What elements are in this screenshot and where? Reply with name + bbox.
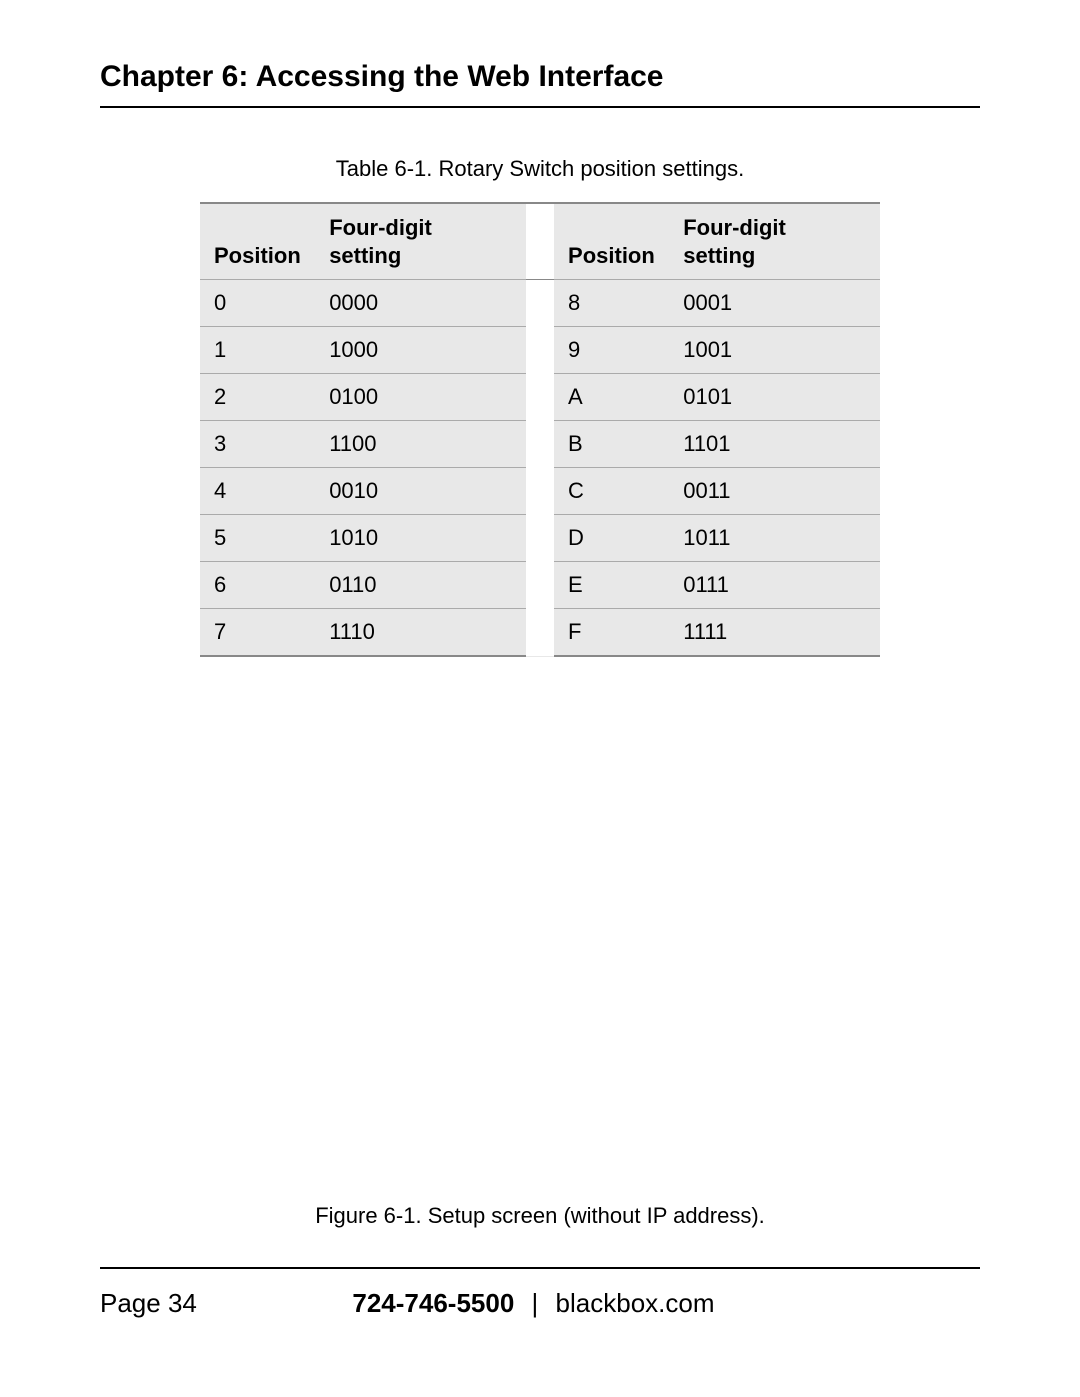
- footer-site: blackbox.com: [556, 1288, 715, 1318]
- cell-position: 6: [200, 562, 315, 609]
- table-row: 11000 91001: [200, 327, 880, 374]
- table-row: 31100 B1101: [200, 421, 880, 468]
- col-gap: [526, 203, 554, 280]
- col-header-setting-2: Four-digitsetting: [669, 203, 880, 280]
- footer-rule: [100, 1267, 980, 1269]
- cell-setting: 1000: [315, 327, 526, 374]
- cell-setting: 1111: [669, 609, 880, 657]
- col-gap: [526, 421, 554, 468]
- chapter-title: Chapter 6: Accessing the Web Interface: [100, 60, 980, 108]
- col-gap: [526, 327, 554, 374]
- cell-position: 0: [200, 280, 315, 327]
- table-row: 71110 F1111: [200, 609, 880, 657]
- cell-position: B: [554, 421, 669, 468]
- figure-caption: Figure 6-1. Setup screen (without IP add…: [0, 1203, 1080, 1229]
- cell-setting: 0110: [315, 562, 526, 609]
- cell-setting: 1101: [669, 421, 880, 468]
- table-row: 20100 A0101: [200, 374, 880, 421]
- page-footer: Page 34 724-746-5500 | blackbox.com: [100, 1288, 980, 1319]
- cell-position: 7: [200, 609, 315, 657]
- table-caption: Table 6-1. Rotary Switch position settin…: [100, 156, 980, 182]
- col-gap: [526, 374, 554, 421]
- cell-position: D: [554, 515, 669, 562]
- cell-position: 8: [554, 280, 669, 327]
- cell-position: 5: [200, 515, 315, 562]
- footer-separator: |: [522, 1288, 549, 1318]
- cell-setting: 1001: [669, 327, 880, 374]
- footer-phone: 724-746-5500: [352, 1288, 514, 1318]
- table-row: 60110 E0111: [200, 562, 880, 609]
- cell-position: 1: [200, 327, 315, 374]
- col-header-position-2: Position: [554, 203, 669, 280]
- col-header-setting-1: Four-digitsetting: [315, 203, 526, 280]
- cell-position: 4: [200, 468, 315, 515]
- rotary-switch-table-wrap: Position Four-digitsetting Position Four…: [200, 202, 880, 657]
- table-header-row: Position Four-digitsetting Position Four…: [200, 203, 880, 280]
- col-gap: [526, 280, 554, 327]
- cell-setting: 0010: [315, 468, 526, 515]
- cell-position: E: [554, 562, 669, 609]
- col-gap: [526, 515, 554, 562]
- cell-setting: 0101: [669, 374, 880, 421]
- rotary-switch-table: Position Four-digitsetting Position Four…: [200, 202, 880, 657]
- cell-setting: 0011: [669, 468, 880, 515]
- footer-center: 724-746-5500 | blackbox.com: [197, 1288, 870, 1319]
- col-gap: [526, 609, 554, 657]
- cell-position: 9: [554, 327, 669, 374]
- cell-position: 2: [200, 374, 315, 421]
- cell-position: C: [554, 468, 669, 515]
- table-row: 51010 D1011: [200, 515, 880, 562]
- cell-position: A: [554, 374, 669, 421]
- cell-setting: 1110: [315, 609, 526, 657]
- cell-setting: 0001: [669, 280, 880, 327]
- cell-setting: 1010: [315, 515, 526, 562]
- col-gap: [526, 562, 554, 609]
- cell-setting: 0100: [315, 374, 526, 421]
- table-row: 40010 C0011: [200, 468, 880, 515]
- cell-position: F: [554, 609, 669, 657]
- cell-setting: 0111: [669, 562, 880, 609]
- cell-setting: 1011: [669, 515, 880, 562]
- cell-position: 3: [200, 421, 315, 468]
- col-header-position-1: Position: [200, 203, 315, 280]
- cell-setting: 1100: [315, 421, 526, 468]
- table-row: 00000 80001: [200, 280, 880, 327]
- cell-setting: 0000: [315, 280, 526, 327]
- page: Chapter 6: Accessing the Web Interface T…: [0, 0, 1080, 1397]
- page-number: Page 34: [100, 1288, 197, 1319]
- col-gap: [526, 468, 554, 515]
